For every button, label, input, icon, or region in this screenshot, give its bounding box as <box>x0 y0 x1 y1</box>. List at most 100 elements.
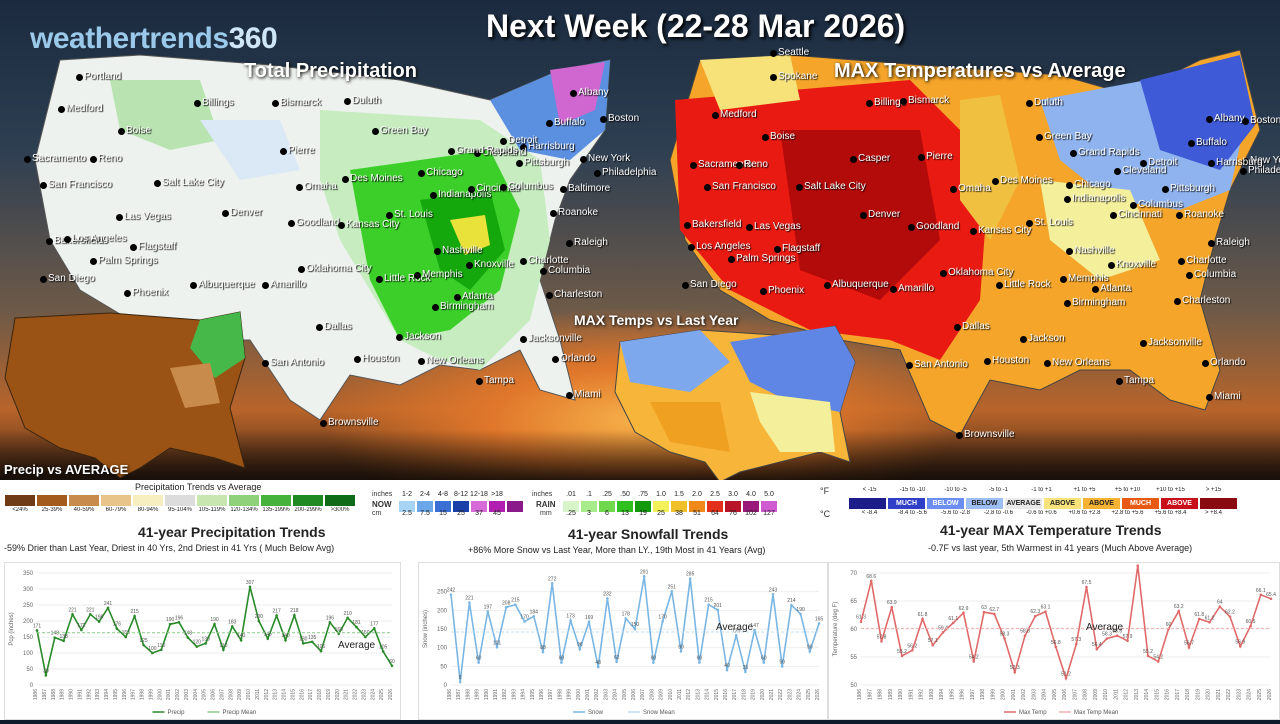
temp-swatch: AVERAGE <box>1004 497 1043 510</box>
temp-city-marker <box>1108 262 1115 269</box>
temp-swatch: BELOW <box>926 497 965 510</box>
precip-city-marker <box>418 358 425 365</box>
precip-city-label: Flagstaff <box>138 241 177 252</box>
x-tick-label: 2010 <box>246 689 252 700</box>
precip-city-marker <box>76 74 83 81</box>
temp-city-marker <box>1064 300 1071 307</box>
now-bot-label: 37 <box>475 510 483 517</box>
temp-city-marker <box>684 222 691 229</box>
data-label: 214 <box>787 598 796 604</box>
temp-f-label: +5 to +10 <box>1114 487 1141 493</box>
precip-avg-map-title: Precip vs AVERAGE <box>4 462 129 477</box>
data-label: 63.1 <box>1041 605 1051 611</box>
temp-city-label: Charleston <box>1182 295 1231 306</box>
precip-city-marker <box>570 90 577 97</box>
temp-c-label: +5.6 to +8.4 <box>1154 510 1187 516</box>
x-tick-label: 1994 <box>521 689 527 700</box>
precip-city-label: Columbia <box>548 265 591 276</box>
temp-city-marker <box>796 184 803 191</box>
precip-city-marker <box>432 304 439 311</box>
precip-trends-legend-labels: <24% 25-39% 40-59% 60-79% 80-94% 95-104% 105-1… <box>4 507 356 516</box>
x-tick-label: 2008 <box>228 689 234 700</box>
data-label: 160 <box>335 627 344 633</box>
temp-c-label: > +8.4 <box>1204 510 1222 516</box>
temp-city-marker <box>736 162 743 169</box>
x-tick-label: 1992 <box>919 689 925 700</box>
data-point <box>477 661 480 664</box>
temp-c-label: < -8.4 <box>861 510 878 516</box>
temp-city-label: Seattle <box>778 47 810 58</box>
x-tick-label: 1997 <box>131 689 137 700</box>
precip-trends-label: 80-94% <box>137 507 159 513</box>
precip-city-label: Detroit <box>508 135 538 146</box>
precip-trends-swatch <box>260 494 292 507</box>
precip-trends-label: 40-59% <box>73 507 95 513</box>
rain-bot-label: 64 <box>711 510 719 517</box>
temp-city-label: Denver <box>868 209 901 220</box>
snow-average-label: Average <box>716 622 754 633</box>
data-point <box>372 627 376 630</box>
x-tick-label: 1995 <box>949 689 955 700</box>
now-legend-bot-labels: 2.5 7.5 15 25 37 45 <box>398 510 506 519</box>
rain-legend-top-labels: .01 .1 .25 .50 .75 1.0 1.5 2.0 2.5 3.0 4.0 5.0 <box>562 491 778 500</box>
x-tick-label: 2011 <box>255 689 261 700</box>
temp-city-label: Kansas City <box>978 225 1032 236</box>
rain-top-label: 3.0 <box>728 491 738 498</box>
x-tick-label: 2025 <box>806 689 812 700</box>
precip-city-marker <box>46 238 53 245</box>
data-label: 60.5 <box>1246 619 1256 625</box>
x-tick-label: 2019 <box>751 689 757 700</box>
data-point <box>381 650 385 653</box>
precip-trend-subtitle: -59% Drier than Last Year, Driest in 40 … <box>4 543 335 553</box>
data-label: 61.3 <box>856 615 866 621</box>
data-point <box>550 582 554 585</box>
data-point <box>230 625 234 628</box>
temp-city-label: Oklahoma City <box>948 267 1014 278</box>
precip-city-marker <box>338 222 345 229</box>
y-axis-label: Temperature (deg F) <box>833 602 839 657</box>
x-tick-label: 2010 <box>668 689 674 700</box>
temp-city-label: Albany <box>1214 113 1245 124</box>
temp-city-label: Billings <box>874 97 906 108</box>
temp-city-label: Los Angeles <box>696 241 751 252</box>
data-label: 62.7 <box>989 607 999 613</box>
precip-trends-label: 95-104% <box>167 507 193 513</box>
temp-legend: MUCH BELOW BELOW AVERAGE ABOVE ABOVE MUCH ABOVE <box>848 497 1238 510</box>
temp-c-label: -5.6 to -2.8 <box>940 510 970 516</box>
precip-city-marker <box>466 262 473 269</box>
data-point <box>1085 585 1088 589</box>
data-point <box>799 612 802 616</box>
rain-swatch <box>706 500 724 513</box>
temp-city-label: Jacksonville <box>1148 337 1202 348</box>
precip-city-label: Harrisburg <box>528 141 575 152</box>
data-label: 221 <box>465 595 474 601</box>
x-tick-label: 2026 <box>815 689 821 700</box>
precip-city-label: Brownsville <box>328 417 379 428</box>
temp-city-label: Grand Rapids <box>1078 147 1140 158</box>
precip-city-label: Roanoke <box>558 207 599 218</box>
rain-top-label: .50 <box>620 491 630 498</box>
precip-city-marker <box>280 148 287 155</box>
data-point <box>890 605 894 609</box>
y-tick-label: 100 <box>437 646 448 652</box>
x-tick-label: 2023 <box>787 689 793 700</box>
data-label: 183 <box>228 619 237 625</box>
temp-city-marker <box>1140 340 1147 347</box>
x-tick-label: 1991 <box>908 689 914 700</box>
data-point <box>1033 614 1037 618</box>
precip-city-label: Medford <box>66 103 103 114</box>
precip-city-label: Des Moines <box>350 173 403 184</box>
data-point <box>753 628 756 632</box>
x-tick-label: 1992 <box>86 689 92 700</box>
temp-city-marker <box>1066 182 1073 189</box>
x-tick-label: 1994 <box>104 689 110 700</box>
precip-city-label: Chicago <box>426 167 463 178</box>
data-label: 184 <box>530 609 539 615</box>
y-tick-label: 50 <box>850 683 857 689</box>
precip-trends-label: 105-119% <box>198 507 226 513</box>
temp-city-marker <box>850 156 857 163</box>
data-label: 285 <box>686 572 695 578</box>
precip-city-marker <box>434 248 441 255</box>
data-point <box>1136 564 1140 568</box>
temp-city-label: Orlando <box>1210 357 1246 368</box>
